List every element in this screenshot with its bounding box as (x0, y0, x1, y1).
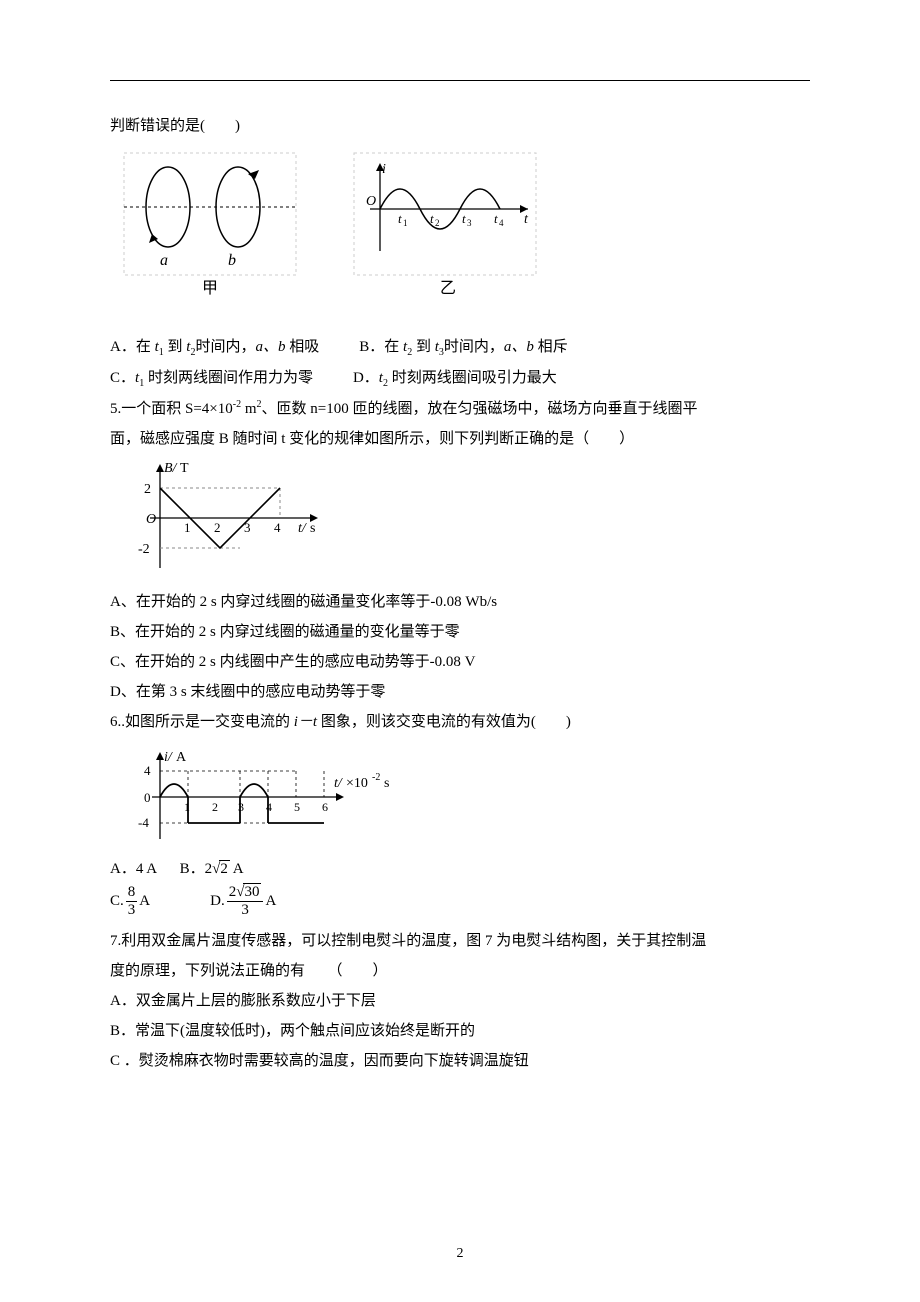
q7-stem2: 度的原理，下列说法正确的有 （ ） (110, 956, 810, 986)
q5-D: D、在第 3 s 末线圈中的感应电动势等于零 (110, 677, 810, 707)
q4-row2: C．t1 时刻两线圈间作用力为零 D．t2 时刻两线圈间吸引力最大 (110, 363, 810, 394)
svg-text:-2: -2 (372, 772, 380, 783)
label-b: b (228, 252, 236, 269)
svg-text:4: 4 (274, 520, 281, 535)
svg-text:t: t (430, 211, 434, 226)
q4-figure-row: a b 甲 O i t t1 t2 t3 t4 (120, 149, 810, 304)
svg-text:0: 0 (144, 790, 151, 805)
svg-text:B/: B/ (164, 461, 178, 476)
svg-text:3: 3 (467, 218, 472, 228)
svg-text:×10: ×10 (346, 776, 368, 791)
svg-text:O: O (366, 194, 376, 209)
q4-row1: A．在 t1 到 t2时间内，a、b 相吸 B．在 t2 到 t3时间内，a、b… (110, 332, 810, 363)
svg-text:4: 4 (499, 218, 504, 228)
q4-figure-left: a b 甲 (120, 149, 300, 304)
q4-D: D．t2 时刻两线圈间吸引力最大 (353, 363, 557, 394)
svg-text:2: 2 (214, 520, 221, 535)
svg-text:2: 2 (212, 800, 218, 814)
q6-CD: C. 83 A D. 2√303 A (110, 884, 810, 918)
q5-figure: B/T 2 O -2 1 2 3 4 t/s (120, 458, 330, 583)
svg-text:1: 1 (184, 520, 191, 535)
svg-text:t: t (494, 211, 498, 226)
label-a: a (160, 252, 168, 269)
svg-text:-2: -2 (138, 542, 150, 557)
svg-text:t: t (398, 211, 402, 226)
q6-stem: 6..如图所示是一交变电流的 i－t 图象，则该交变电流的有效值为( ) (110, 707, 810, 737)
svg-text:i/: i/ (164, 750, 173, 765)
svg-text:t: t (524, 212, 529, 227)
svg-text:3: 3 (244, 520, 251, 535)
q4-A: A．在 t1 到 t2时间内，a、b 相吸 (110, 332, 319, 363)
page-number: 2 (0, 1246, 920, 1262)
q6-AB: A．4 A B．2√2 A (110, 854, 810, 884)
q7-stem1: 7.利用双金属片温度传感器，可以控制电熨斗的温度，图 7 为电熨斗结构图，关于其… (110, 926, 810, 956)
q4-figure-right: O i t t1 t2 t3 t4 乙 (350, 149, 540, 304)
svg-text:t/: t/ (334, 776, 343, 791)
q5-stem2: 面，磁感应强度 B 随时间 t 变化的规律如图所示，则下列判断正确的是（ ） (110, 424, 810, 454)
intro-line: 判断错误的是( ) (110, 111, 810, 141)
svg-text:6: 6 (322, 800, 328, 814)
svg-text:s: s (384, 776, 389, 791)
q5-B: B、在开始的 2 s 内穿过线圈的磁通量的变化量等于零 (110, 617, 810, 647)
q7-B: B．常温下(温度较低时)，两个触点间应该始终是断开的 (110, 1016, 810, 1046)
q5-C: C、在开始的 2 s 内线圈中产生的感应电动势等于-0.08 V (110, 647, 810, 677)
svg-text:-4: -4 (138, 815, 149, 830)
svg-text:i: i (382, 162, 386, 177)
spacer (110, 312, 810, 332)
q4-B: B．在 t2 到 t3时间内，a、b 相斥 (359, 332, 567, 363)
q7-C: C ．熨烫棉麻衣物时需要较高的温度，因而要向下旋转调温旋钮 (110, 1046, 810, 1076)
spacer (110, 918, 810, 926)
svg-text:乙: 乙 (440, 280, 456, 297)
page: 判断错误的是( ) a (0, 0, 920, 1302)
svg-text:5: 5 (294, 800, 300, 814)
svg-text:2: 2 (144, 482, 151, 497)
svg-text:4: 4 (144, 763, 151, 778)
svg-text:A: A (176, 750, 187, 765)
svg-text:1: 1 (403, 218, 408, 228)
svg-text:t/: t/ (298, 521, 307, 536)
caption-left: 甲 (202, 280, 218, 297)
svg-text:T: T (180, 461, 189, 476)
svg-text:2: 2 (435, 218, 440, 228)
svg-text:4: 4 (266, 800, 272, 814)
q6-figure: i/A 4 0 -4 1 2 3 4 5 6 t/ ×10 -2 s (120, 747, 400, 852)
q5-A: A、在开始的 2 s 内穿过线圈的磁通量变化率等于-0.08 Wb/s (110, 587, 810, 617)
q4-C: C．t1 时刻两线圈间作用力为零 (110, 363, 313, 394)
top-rule (110, 80, 810, 81)
q5-stem1: 5.一个面积 S=4×10-2 m2、匝数 n=100 匝的线圈，放在匀强磁场中… (110, 394, 810, 424)
svg-text:O: O (146, 512, 156, 527)
svg-text:3: 3 (238, 800, 244, 814)
q7-A: A．双金属片上层的膨胀系数应小于下层 (110, 986, 810, 1016)
svg-text:1: 1 (184, 800, 190, 814)
svg-text:t: t (462, 211, 466, 226)
svg-text:s: s (310, 521, 315, 536)
